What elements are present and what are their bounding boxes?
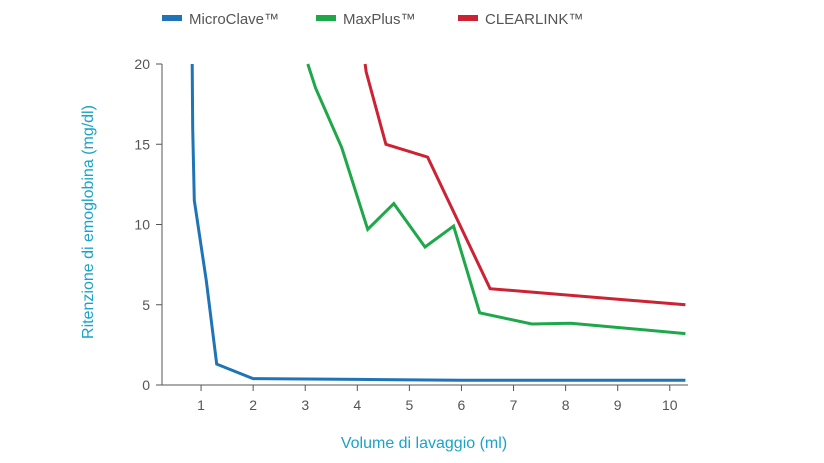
legend-label-3: CLEARLINK™ [485,11,583,28]
y-axis-title: Ritenzione di emoglobina (mg/dl) [80,105,97,339]
y-tick-label: 15 [134,136,150,152]
y-tick-label: 10 [134,217,150,233]
series-layer [190,63,686,382]
y-tick-label: 20 [134,56,150,72]
legend-swatch-3 [458,15,478,21]
x-tick-label: 7 [510,397,518,413]
legend-swatch-1 [162,15,182,21]
series-line-2 [306,63,686,336]
legend-label-2: MaxPlus™ [343,11,416,28]
x-tick-label: 3 [301,397,309,413]
y-tick-label: 0 [142,377,150,393]
series-line-3 [363,63,686,307]
legend: MicroClave™ MaxPlus™ CLEARLINK™ [162,11,583,28]
x-tick-label: 2 [249,397,257,413]
legend-swatch-2 [316,15,336,21]
series-line-1 [190,63,686,382]
x-tick-label: 8 [562,397,570,413]
y-tick-label: 5 [142,297,150,313]
legend-label-1: MicroClave™ [189,11,279,28]
x-axis-title: Volume di lavaggio (ml) [341,435,507,452]
x-tick-label: 9 [614,397,622,413]
x-tick-label: 5 [405,397,413,413]
axes: 0 5 10 15 20 1 2 3 4 5 6 7 8 9 10 [134,56,688,413]
x-tick-label: 6 [458,397,466,413]
x-tick-label: 4 [353,397,361,413]
x-tick-label: 1 [197,397,205,413]
x-tick-label: 10 [662,397,678,413]
